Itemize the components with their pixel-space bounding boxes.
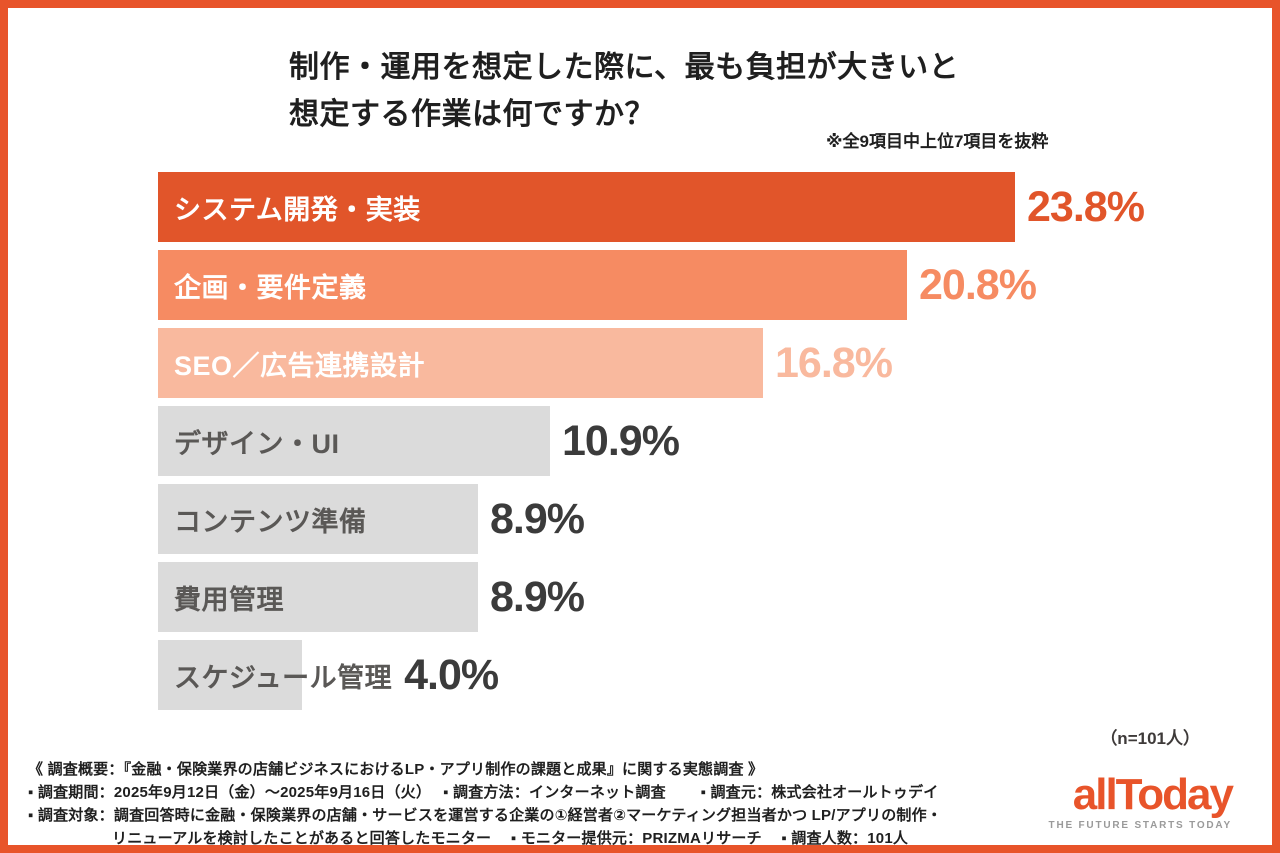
survey-overview: 《 調査概要：『金融・保険業界の店舗ビジネスにおけるLP・アプリ制作の課題と成果… bbox=[28, 758, 942, 847]
bar: 企画・要件定義 bbox=[158, 250, 907, 320]
bar-row: SEO／広告連携設計 16.8% bbox=[158, 328, 1144, 398]
bar-fill bbox=[158, 250, 907, 320]
bar-fill bbox=[158, 484, 478, 554]
bar: システム開発・実装 bbox=[158, 172, 1015, 242]
bar-fill bbox=[158, 328, 763, 398]
survey-target-line-2: リニューアルを検討したことがあると回答したモニター ▪ モニター提供元：PRIZ… bbox=[112, 830, 909, 847]
bar-value-label: 23.8% bbox=[1027, 182, 1145, 231]
bar-fill bbox=[158, 640, 302, 710]
bar-value-label: 10.9% bbox=[562, 416, 680, 465]
bar-row: 費用管理 8.9% bbox=[158, 562, 1144, 632]
bar-fill bbox=[158, 562, 478, 632]
bar: デザイン・UI bbox=[158, 406, 550, 476]
chart-title-line-2: 想定する作業は何ですか？ bbox=[289, 98, 655, 131]
chart-title-line-1: 制作・運用を想定した際に、最も負担が大きいと bbox=[289, 51, 960, 84]
bar-row: システム開発・実装 23.8% bbox=[158, 172, 1145, 242]
bar-value-label: 4.0% bbox=[404, 650, 499, 699]
bar-category-label: スケジュール管理 bbox=[174, 662, 393, 693]
bar-value-label: 20.8% bbox=[919, 260, 1037, 309]
bar-category-label: コンテンツ準備 bbox=[174, 506, 367, 537]
bar-row: 企画・要件定義 20.8% bbox=[158, 250, 1144, 320]
bar-category-label: 費用管理 bbox=[174, 584, 284, 615]
horizontal-bar-chart: システム開発・実装 23.8% 企画・要件定義 20.8% SEO／広告連携設計 16.8… bbox=[158, 172, 1145, 718]
sample-size-note: （n=101人） bbox=[1100, 729, 1200, 748]
bar-category-label: 企画・要件定義 bbox=[174, 272, 367, 303]
bar-category-label: SEO／広告連携設計 bbox=[174, 350, 426, 381]
bar-value-label: 8.9% bbox=[490, 572, 585, 621]
survey-target-line-1: ▪ 調査対象：調査回答時に金融・保険業界の店舗・サービスを運営する企業の①経営者… bbox=[28, 807, 942, 824]
chart-title: 制作・運用を想定した際に、最も負担が大きいと 想定する作業は何ですか？ bbox=[289, 44, 959, 138]
bar: コンテンツ準備 bbox=[158, 484, 478, 554]
bar-row: デザイン・UI 10.9% bbox=[158, 406, 1144, 476]
alltoday-tagline: THE FUTURE STARTS TODAY bbox=[1048, 820, 1232, 831]
survey-period-method-source: ▪ 調査期間：2025年9月12日（金）〜2025年9月16日（火） ▪ 調査方… bbox=[28, 784, 939, 801]
bar-value-label: 8.9% bbox=[490, 494, 585, 543]
alltoday-logo: allToday THE FUTURE STARTS TODAY bbox=[1048, 770, 1234, 832]
bar-fill bbox=[158, 406, 550, 476]
survey-overview-title: 《 調査概要：『金融・保険業界の店舗ビジネスにおけるLP・アプリ制作の課題と成果… bbox=[28, 761, 764, 778]
bar: SEO／広告連携設計 bbox=[158, 328, 763, 398]
bar-row: コンテンツ準備 8.9% bbox=[158, 484, 1144, 554]
chart-filter-note: ※全9項目中上位7項目を抜粋 bbox=[826, 132, 1049, 151]
bar: スケジュール管理 bbox=[158, 640, 392, 710]
bar-value-label: 16.8% bbox=[775, 338, 893, 387]
bar-fill bbox=[158, 172, 1015, 242]
bar: 費用管理 bbox=[158, 562, 478, 632]
bar-category-label: システム開発・実装 bbox=[174, 194, 421, 225]
bar-row: スケジュール管理 4.0% bbox=[158, 640, 1144, 710]
bar-category-label: デザイン・UI bbox=[174, 428, 340, 459]
alltoday-wordmark: allToday bbox=[1072, 770, 1234, 819]
